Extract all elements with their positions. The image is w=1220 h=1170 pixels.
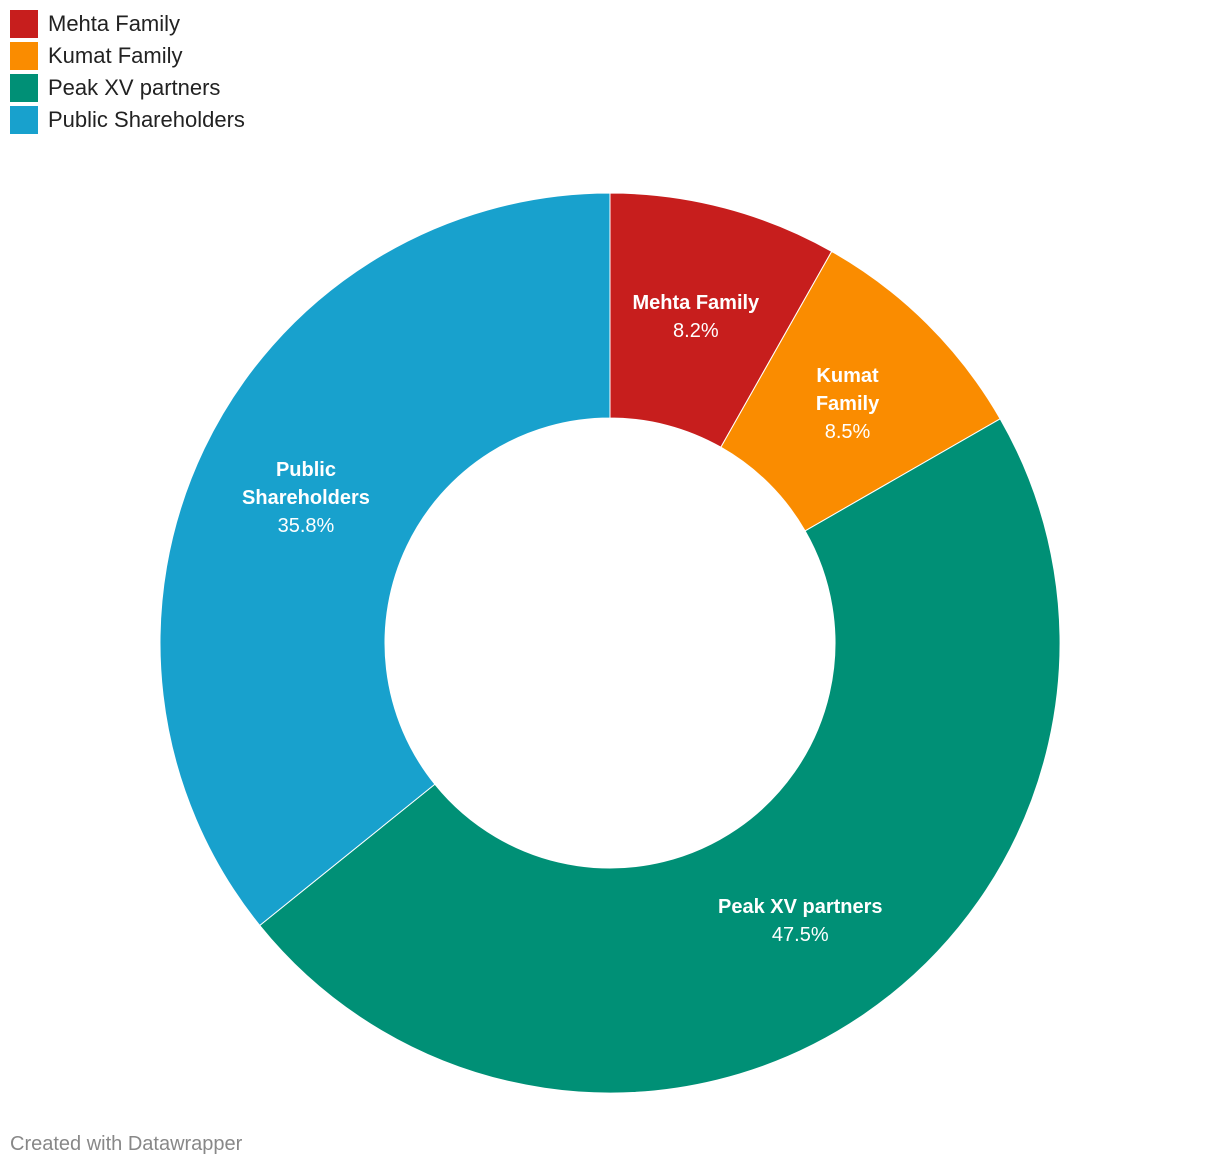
legend-swatch [10,106,38,134]
slice-label: Kumat Family 8.5% [793,362,903,446]
slice-category: Peak XV partners [718,896,883,919]
legend-swatch [10,74,38,102]
slice-label: Peak XV partners 47.5% [690,893,910,949]
slice-label: Public Shareholders 35.8% [226,456,386,540]
slice-value: 35.8% [277,514,335,537]
donut-slice [159,192,611,927]
legend-label: Peak XV partners [48,75,220,100]
donut-slice [258,418,1061,1094]
legend-swatch [10,10,38,38]
slice-label: Mehta Family 8.2% [611,289,781,345]
slice-value: 8.5% [824,420,871,443]
slice-category: Mehta Family [632,292,760,315]
legend-label: Public Shareholders [48,107,245,132]
slice-category: Kumat Family [815,364,880,415]
legend-label: Kumat Family [48,43,182,68]
slice-category: Public Shareholders [242,458,370,509]
legend-swatch [10,42,38,70]
legend-label: Mehta Family [48,11,180,36]
footer: Created with Datawrapper [10,1133,243,1155]
slice-value: 8.2% [673,320,719,343]
slice-value: 47.5% [771,924,829,947]
